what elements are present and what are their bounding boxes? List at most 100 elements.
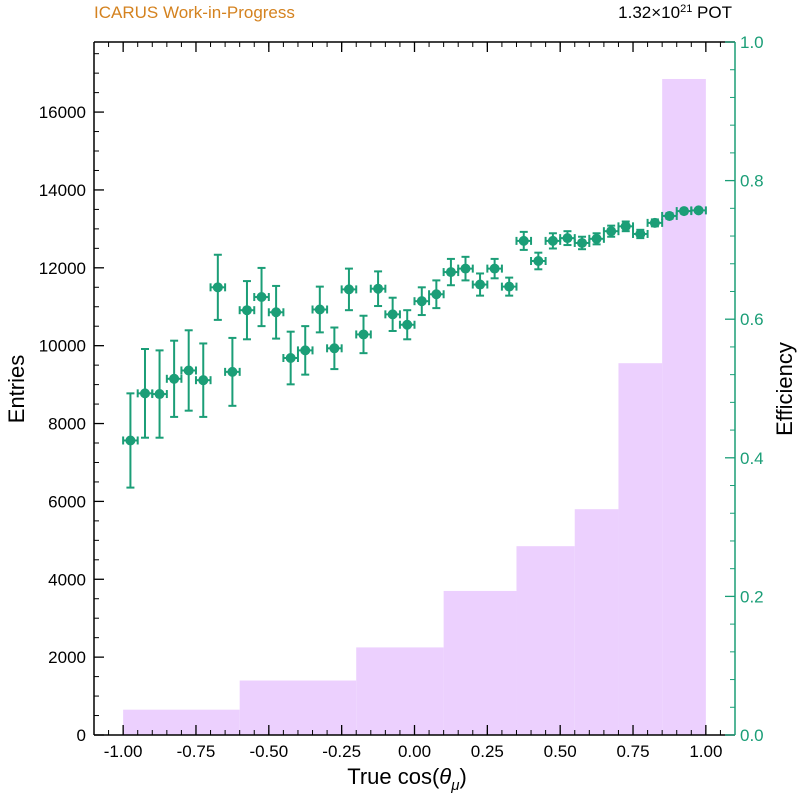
efficiency-marker bbox=[606, 226, 617, 237]
efficiency-marker bbox=[620, 221, 631, 232]
efficiency-marker bbox=[562, 233, 573, 244]
y-tick-label: 0 bbox=[77, 726, 86, 745]
efficiency-point bbox=[136, 347, 154, 439]
efficiency-marker bbox=[635, 228, 646, 239]
efficiency-point bbox=[326, 326, 343, 371]
x-tick-label: -0.75 bbox=[177, 742, 216, 761]
y-tick-label: 14000 bbox=[39, 181, 86, 200]
x-tick-label: -0.50 bbox=[249, 742, 288, 761]
efficiency-point bbox=[267, 284, 285, 340]
y-tick-label: 6000 bbox=[48, 492, 86, 511]
efficiency-point bbox=[500, 276, 518, 297]
x-axis-title-subscript: μ bbox=[450, 777, 459, 794]
y-axis-title: Entries bbox=[4, 355, 29, 423]
exposure-mantissa: 1.32×10 bbox=[618, 3, 681, 22]
efficiency-marker bbox=[649, 217, 660, 228]
y2-tick-label: 0.8 bbox=[740, 172, 764, 191]
efficiency-marker bbox=[664, 210, 675, 221]
y-tick-label: 16000 bbox=[39, 103, 86, 122]
efficiency-point bbox=[340, 267, 358, 312]
x-tick-label: 0.00 bbox=[398, 742, 431, 761]
efficiency-point bbox=[428, 279, 445, 310]
efficiency-points-layer bbox=[122, 205, 707, 489]
efficiency-marker bbox=[300, 345, 311, 356]
efficiency-marker bbox=[518, 235, 529, 246]
y-tick-label: 8000 bbox=[48, 415, 86, 434]
efficiency-point bbox=[413, 286, 431, 317]
efficiency-marker bbox=[591, 233, 602, 244]
y2-tick-label: 0.6 bbox=[740, 310, 764, 329]
efficiency-point bbox=[646, 217, 664, 228]
efficiency-marker bbox=[169, 373, 180, 384]
efficiency-marker bbox=[198, 375, 209, 386]
efficiency-marker bbox=[256, 292, 267, 303]
histogram-bar bbox=[516, 546, 575, 735]
efficiency-marker bbox=[402, 319, 413, 330]
x-tick-label: 0.50 bbox=[544, 742, 577, 761]
efficiency-point bbox=[471, 272, 489, 297]
efficiency-marker bbox=[489, 263, 500, 274]
efficiency-marker bbox=[445, 267, 456, 278]
efficiency-marker bbox=[547, 235, 558, 246]
x-tick-label: 0.25 bbox=[471, 742, 504, 761]
efficiency-point bbox=[398, 309, 416, 341]
efficiency-point bbox=[224, 336, 241, 407]
efficiency-point bbox=[180, 329, 197, 412]
x-tick-label: -1.00 bbox=[104, 742, 143, 761]
y2-tick-label: 0.4 bbox=[740, 449, 764, 468]
histogram-bar bbox=[574, 509, 619, 735]
efficiency-point bbox=[282, 330, 299, 386]
efficiency-marker bbox=[431, 289, 442, 300]
efficiency-marker bbox=[373, 283, 384, 294]
histogram-bar bbox=[443, 590, 517, 735]
histogram-layer bbox=[123, 78, 706, 735]
y-tick-label: 4000 bbox=[48, 570, 86, 589]
efficiency-marker bbox=[475, 279, 486, 290]
tick-labels: -1.00 -0.75 -0.50 -0.25 0.00 0.25 0.50 0.75 1.00… bbox=[39, 33, 764, 761]
histogram-bar bbox=[239, 680, 357, 735]
efficiency-marker bbox=[285, 353, 296, 364]
efficiency-point bbox=[559, 230, 576, 247]
x-tick-label: 1.00 bbox=[689, 742, 722, 761]
efficiency-point bbox=[194, 342, 212, 418]
efficiency-point bbox=[457, 255, 474, 282]
efficiency-point bbox=[296, 325, 314, 376]
efficiency-marker bbox=[416, 296, 427, 307]
x-axis-title: True cos(θμ) bbox=[347, 764, 467, 794]
histogram-bar bbox=[618, 363, 663, 735]
efficiency-point bbox=[544, 232, 562, 250]
y-tick-label: 2000 bbox=[48, 648, 86, 667]
efficiency-point bbox=[588, 232, 605, 246]
efficiency-marker bbox=[358, 329, 369, 340]
efficiency-point bbox=[238, 280, 256, 341]
experiment-label: ICARUS Work-in-Progress bbox=[94, 3, 295, 22]
histogram-bar bbox=[662, 78, 706, 735]
efficiency-point bbox=[486, 257, 503, 280]
efficiency-marker bbox=[504, 281, 515, 292]
y2-axis-title: Efficiency bbox=[772, 342, 797, 436]
efficiency-point bbox=[209, 253, 227, 321]
efficiency-point bbox=[384, 296, 401, 332]
efficiency-point bbox=[530, 251, 547, 271]
efficiency-point bbox=[311, 285, 329, 334]
efficiency-point bbox=[632, 228, 649, 240]
efficiency-point bbox=[617, 220, 635, 233]
exposure-unit: POT bbox=[692, 3, 732, 22]
exposure-exponent: 21 bbox=[680, 3, 693, 15]
y2-tick-label: 0.0 bbox=[740, 726, 764, 745]
efficiency-marker bbox=[271, 307, 282, 318]
efficiency-point bbox=[690, 205, 707, 216]
efficiency-marker bbox=[460, 263, 471, 274]
efficiency-point bbox=[355, 314, 372, 355]
efficiency-point bbox=[573, 235, 591, 251]
efficiency-marker bbox=[227, 366, 238, 377]
efficiency-point bbox=[253, 266, 270, 328]
x-tick-label: 0.75 bbox=[616, 742, 649, 761]
efficiency-marker bbox=[533, 255, 544, 266]
efficiency-marker bbox=[577, 237, 588, 248]
efficiency-marker bbox=[343, 284, 354, 295]
efficiency-point bbox=[122, 392, 139, 489]
efficiency-marker bbox=[183, 365, 194, 376]
efficiency-point bbox=[602, 224, 620, 238]
